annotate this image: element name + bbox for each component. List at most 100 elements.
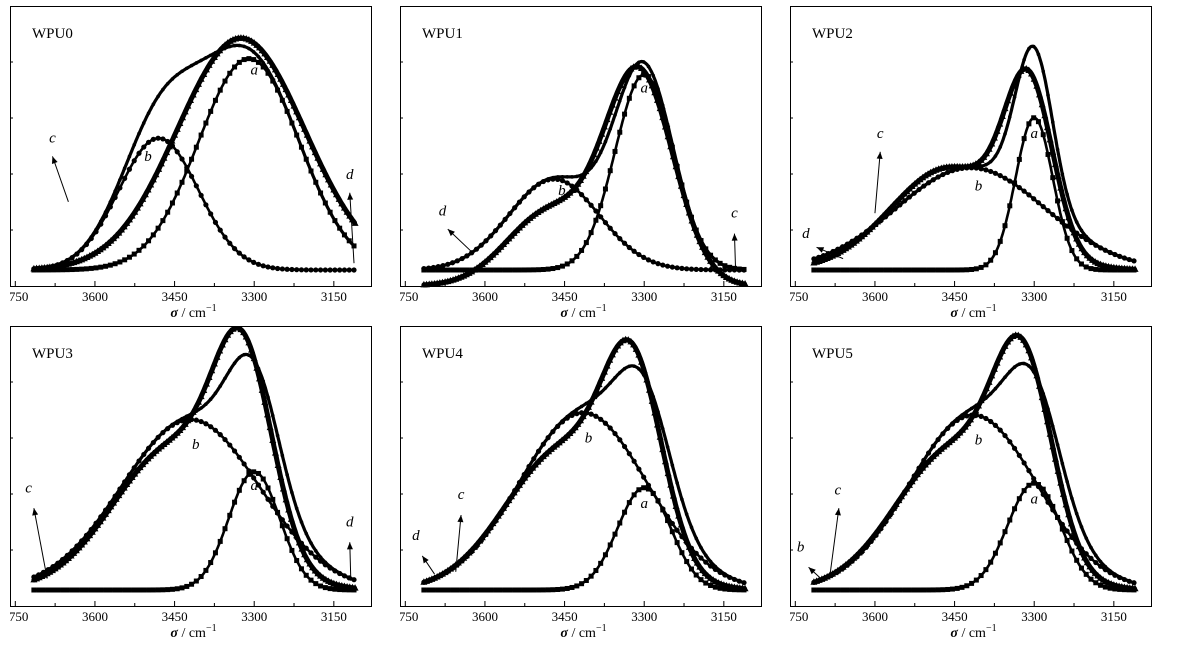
- data-point: [246, 56, 252, 62]
- data-point: [921, 184, 926, 188]
- data-point: [193, 578, 199, 584]
- data-point: [1075, 240, 1083, 247]
- data-point: [655, 498, 661, 504]
- data-point: [208, 366, 216, 374]
- data-point: [656, 433, 664, 440]
- data-point: [1017, 362, 1022, 366]
- data-point: [242, 333, 250, 340]
- data-point: [247, 353, 251, 357]
- data-point: [98, 587, 104, 593]
- data-point: [683, 536, 691, 544]
- data-point: [351, 584, 359, 591]
- chart-panel-wpu2: 3750 3600 3450 3300 3150 σ / cm−1 WPU2 a b c d: [790, 6, 1166, 328]
- data-point: [1040, 204, 1046, 210]
- data-point: [570, 411, 574, 415]
- data-point: [212, 550, 218, 556]
- data-point: [997, 238, 1003, 244]
- data-point: [1093, 559, 1099, 566]
- data-point: [945, 426, 950, 430]
- data-point: [612, 430, 618, 437]
- data-point: [169, 586, 175, 592]
- data-point: [707, 267, 714, 273]
- data-point: [606, 108, 614, 115]
- data-point: [646, 64, 651, 69]
- data-point: [727, 575, 732, 579]
- data-point: [279, 266, 285, 272]
- data-point: [271, 65, 279, 73]
- data-point: [74, 266, 80, 272]
- data-point: [160, 136, 166, 142]
- data-point: [184, 102, 192, 109]
- data-point: [646, 386, 654, 393]
- data-point: [1050, 424, 1055, 429]
- data-point: [1026, 192, 1032, 198]
- data-point: [91, 524, 99, 532]
- data-point: [294, 506, 299, 511]
- data-point: [86, 531, 94, 539]
- data-point: [1007, 178, 1013, 184]
- data-point: [1078, 565, 1084, 571]
- data-point: [284, 523, 290, 529]
- data-point: [1084, 234, 1089, 239]
- data-point: [136, 199, 144, 207]
- data-point: [516, 267, 522, 273]
- data-point: [602, 420, 609, 426]
- data-point: [703, 559, 709, 565]
- data-point: [890, 504, 898, 511]
- data-point: [632, 345, 640, 352]
- data-point: [431, 265, 436, 270]
- data-point: [940, 267, 946, 273]
- data-point: [1031, 115, 1037, 121]
- data-point: [306, 560, 314, 567]
- data-point: [308, 267, 314, 273]
- data-point: [274, 70, 282, 77]
- data-point: [1073, 535, 1081, 543]
- series-d: [30, 34, 359, 272]
- data-point: [290, 523, 298, 531]
- data-point: [122, 257, 128, 263]
- data-point: [93, 587, 99, 593]
- data-point: [174, 149, 180, 155]
- data-point: [1074, 557, 1080, 563]
- data-point: [941, 172, 945, 177]
- data-point: [882, 515, 890, 523]
- data-point: [79, 246, 84, 251]
- data-point: [200, 386, 208, 394]
- data-point: [332, 267, 338, 273]
- data-point: [165, 209, 171, 215]
- data-point: [830, 587, 836, 593]
- data-point: [677, 521, 685, 528]
- data-point: [237, 355, 242, 360]
- data-point: [1012, 95, 1017, 99]
- x-tick-label: 3300: [631, 609, 657, 624]
- data-point: [208, 53, 213, 58]
- x-tick-label: 3450: [162, 289, 188, 304]
- data-point: [685, 543, 693, 550]
- data-point: [309, 541, 313, 545]
- data-point: [122, 175, 128, 182]
- data-point: [266, 57, 274, 64]
- annotation-arrow: [33, 508, 48, 579]
- data-point: [579, 412, 587, 420]
- data-point: [1046, 135, 1054, 143]
- data-point: [612, 230, 618, 237]
- data-point: [588, 411, 594, 417]
- data-point: [117, 587, 123, 593]
- data-point: [1084, 536, 1089, 540]
- data-point: [160, 587, 166, 593]
- data-point: [594, 159, 598, 164]
- data-point: [906, 587, 912, 593]
- data-point: [147, 181, 155, 188]
- data-point: [617, 99, 622, 103]
- data-point: [175, 419, 180, 424]
- data-point: [441, 568, 449, 576]
- data-point: [260, 476, 266, 482]
- data-point: [494, 512, 502, 519]
- data-point: [564, 261, 570, 267]
- data-point: [551, 429, 555, 434]
- data-point: [328, 564, 332, 569]
- data-point: [592, 386, 600, 394]
- chart-svg: 3750 3600 3450 3300 3150 σ / cm−1 WPU0 a b c d: [10, 6, 372, 321]
- data-point: [298, 566, 304, 572]
- data-point: [883, 587, 889, 593]
